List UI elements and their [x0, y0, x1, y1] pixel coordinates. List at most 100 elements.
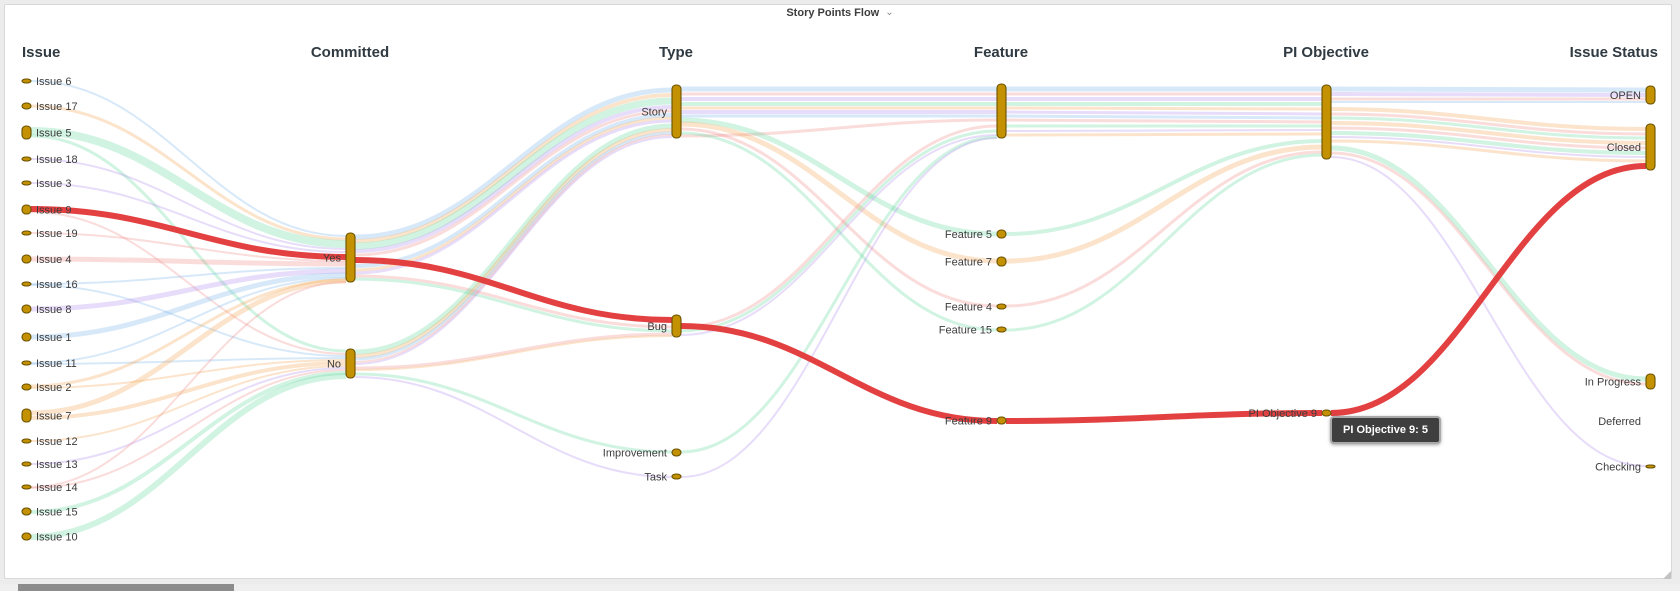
sankey-node-issue-3[interactable] — [21, 180, 32, 186]
sankey-node-feature-15[interactable] — [996, 326, 1007, 333]
sankey-node-open[interactable] — [1645, 85, 1656, 105]
sankey-link-issue-7-no[interactable] — [30, 361, 347, 420]
sankey-link-issue-6-yes[interactable] — [30, 80, 347, 237]
sankey-node-closed[interactable] — [1645, 123, 1656, 171]
sankey-node-issue-15[interactable] — [21, 507, 32, 516]
sankey-link-pi-all-closed[interactable] — [1330, 126, 1647, 150]
sankey-link-bug-feature-all[interactable] — [680, 124, 998, 329]
sankey-link-yes-story[interactable] — [354, 97, 673, 250]
sankey-link-issue-14-yes[interactable] — [30, 281, 347, 488]
sankey-node-issue-18[interactable] — [21, 156, 32, 162]
sankey-link-pi-all-open[interactable] — [1330, 86, 1647, 93]
sankey-link-bug-feature-all[interactable] — [680, 134, 998, 336]
sankey-link-no-bug[interactable] — [354, 332, 673, 370]
sankey-link-pi-all-in-progress[interactable] — [1330, 151, 1647, 386]
sankey-link-issue-16-yes[interactable] — [30, 267, 347, 285]
sankey-node-feature-4[interactable] — [996, 303, 1007, 310]
sankey-node-issue-19[interactable] — [21, 230, 32, 236]
sankey-link-issue-11-no[interactable] — [30, 357, 347, 365]
sankey-link-feature-all-pi-all[interactable] — [1005, 132, 1323, 137]
sankey-highlighted-link-feature-9-pi-9[interactable] — [1005, 410, 1323, 424]
sankey-link-no-story[interactable] — [354, 136, 673, 365]
sankey-link-feature-all-pi-all[interactable] — [1005, 114, 1323, 120]
sankey-node-issue-12[interactable] — [21, 438, 32, 444]
sankey-link-issue-18-yes[interactable] — [30, 158, 347, 250]
sankey-link-issue-17-yes[interactable] — [30, 104, 347, 241]
sankey-node-in-progress[interactable] — [1645, 373, 1656, 390]
sankey-link-issue-14-no[interactable] — [30, 369, 347, 489]
sankey-node-feature-7[interactable] — [996, 256, 1007, 267]
sankey-link-issue-9-no[interactable] — [30, 211, 347, 355]
sankey-link-feature-5-pi-all[interactable] — [1005, 139, 1323, 236]
sankey-node-no[interactable] — [345, 348, 356, 379]
sankey-link-pi-all-closed[interactable] — [1330, 107, 1647, 131]
sankey-node-issue-9[interactable] — [21, 204, 32, 215]
sankey-link-no-story[interactable] — [354, 134, 673, 363]
resize-grip-icon[interactable] — [1663, 571, 1671, 579]
sankey-node-pi-9[interactable] — [1321, 409, 1332, 417]
sankey-node-issue-11[interactable] — [21, 360, 32, 366]
sankey-node-issue-6[interactable] — [21, 78, 32, 84]
sankey-link-issue-13-no[interactable] — [30, 367, 347, 465]
sankey-node-issue-7[interactable] — [21, 408, 32, 423]
sankey-link-feature-7-pi-all[interactable] — [1005, 144, 1323, 264]
sankey-link-issue-16-no[interactable] — [30, 284, 347, 357]
sankey-link-feature-all-pi-all[interactable] — [1005, 129, 1323, 132]
sankey-link-story-feature-5[interactable] — [680, 117, 998, 237]
horizontal-scrollbar[interactable] — [0, 584, 1680, 591]
sankey-link-yes-story[interactable] — [354, 105, 673, 253]
sankey-link-no-task[interactable] — [354, 376, 673, 478]
sankey-link-pi-all-in-progress[interactable] — [1330, 145, 1647, 382]
sankey-link-pi-all-closed[interactable] — [1330, 136, 1647, 158]
sankey-link-issue-19-yes[interactable] — [30, 232, 347, 262]
sankey-link-issue-12-no[interactable] — [30, 365, 347, 442]
sankey-link-improvement-feature-all[interactable] — [680, 135, 998, 454]
sankey-node-issue-14[interactable] — [21, 484, 32, 490]
sankey-highlighted-link-yes-bug[interactable] — [354, 257, 673, 323]
sankey-node-bug[interactable] — [671, 314, 682, 338]
sankey-link-issue-11-yes[interactable] — [30, 277, 347, 364]
sankey-link-feature-all-pi-all[interactable] — [1005, 118, 1323, 124]
sankey-link-story-feature-4[interactable] — [680, 127, 998, 308]
sankey-node-improvement[interactable] — [671, 448, 682, 457]
sankey-link-issue-15-no[interactable] — [30, 371, 347, 514]
sankey-link-issue-1-yes[interactable] — [30, 272, 347, 340]
sankey-node-issue-10[interactable] — [21, 532, 32, 541]
sankey-node-issue-2[interactable] — [21, 383, 32, 391]
sankey-node-issue-8[interactable] — [21, 304, 32, 314]
chart-title-dropdown[interactable]: Story Points Flow ⌄ — [0, 7, 1680, 19]
sankey-highlighted-link-pi-9-closed[interactable] — [1330, 163, 1647, 416]
sankey-link-feature-4-pi-all[interactable] — [1005, 150, 1323, 308]
sankey-node-checking[interactable] — [1645, 464, 1656, 469]
sankey-link-task-feature-all[interactable] — [680, 137, 998, 478]
sankey-node-issue-17[interactable] — [21, 102, 32, 110]
sankey-link-issue-10-no[interactable] — [30, 373, 347, 540]
sankey-link-no-bug[interactable] — [354, 335, 673, 371]
sankey-link-yes-story[interactable] — [354, 93, 673, 243]
sankey-node-issue-4[interactable] — [21, 254, 32, 264]
sankey-link-pi-all-closed[interactable] — [1330, 112, 1647, 136]
sankey-link-yes-bug[interactable] — [354, 277, 673, 333]
sankey-node-issue-16[interactable] — [21, 281, 32, 287]
sankey-link-issue-3-yes[interactable] — [30, 182, 347, 253]
sankey-highlighted-link-issue-9-yes[interactable] — [30, 206, 347, 260]
sankey-node-yes[interactable] — [345, 232, 356, 283]
sankey-node-feature-5[interactable] — [996, 229, 1007, 239]
sankey-node-issue-13[interactable] — [21, 461, 32, 467]
sankey-node-issue-1[interactable] — [21, 332, 32, 342]
sankey-link-yes-bug[interactable] — [354, 274, 673, 329]
sankey-link-yes-story[interactable] — [354, 87, 673, 240]
sankey-link-story-feature-15[interactable] — [680, 131, 998, 332]
sankey-link-issue-2-yes[interactable] — [30, 278, 347, 388]
sankey-link-no-story[interactable] — [354, 131, 673, 361]
sankey-link-yes-story[interactable] — [354, 109, 673, 257]
sankey-link-no-story[interactable] — [354, 123, 673, 355]
sankey-link-feature-all-pi-all[interactable] — [1005, 106, 1323, 111]
sankey-link-issue-4-yes[interactable] — [30, 256, 347, 267]
sankey-link-yes-story[interactable] — [354, 113, 673, 268]
sankey-node-pi-all[interactable] — [1321, 84, 1332, 160]
sankey-link-issue-5-yes[interactable] — [30, 127, 347, 248]
sankey-node-issue-5[interactable] — [21, 125, 32, 140]
sankey-link-issue-2-no[interactable] — [30, 359, 347, 389]
scrollbar-thumb[interactable] — [18, 584, 234, 591]
